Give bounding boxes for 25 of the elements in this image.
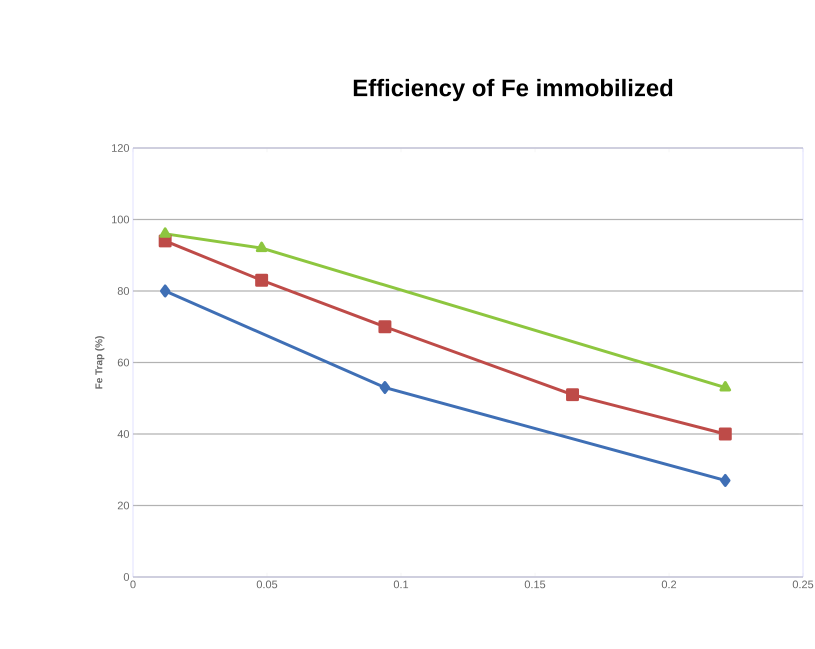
x-tick-label: 0	[130, 580, 136, 588]
chart-title: Efficiency of Fe immobilized	[354, 78, 672, 102]
y-axis-title: Fe Trap (%)	[95, 336, 104, 389]
y-tick-label: 100	[112, 216, 130, 224]
y-tick-label: 120	[112, 144, 130, 152]
x-tick-label: 0.2	[662, 580, 676, 588]
point	[159, 227, 171, 238]
point	[380, 381, 390, 394]
point	[566, 388, 580, 402]
x-tick-label: 0.05	[256, 580, 278, 588]
point	[719, 381, 732, 392]
point	[720, 474, 731, 487]
y-tick-label: 60	[118, 358, 130, 366]
point	[256, 242, 268, 252]
y-tick-label: 20	[118, 502, 130, 510]
point	[718, 428, 732, 440]
point	[160, 284, 170, 298]
point	[378, 320, 392, 334]
point	[255, 274, 268, 287]
x-tick-label: 0.15	[524, 580, 546, 588]
y-tick-label: 0	[124, 573, 130, 581]
y-tick-label: 40	[118, 430, 130, 438]
x-tick-label: 0.1	[394, 580, 408, 588]
x-tick-label: 0.25	[792, 580, 814, 588]
y-tick-label: 80	[118, 287, 130, 295]
